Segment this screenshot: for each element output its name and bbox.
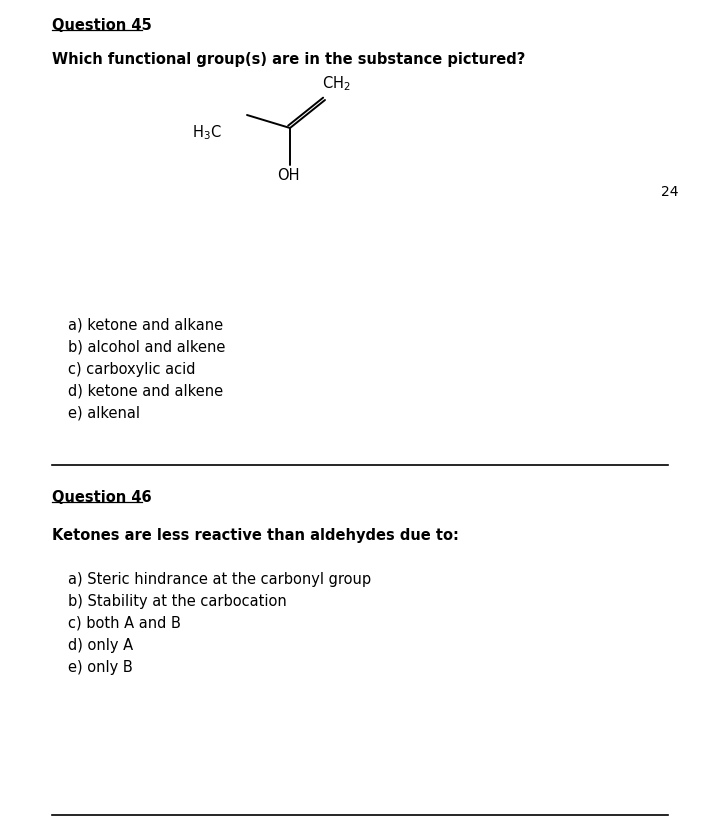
Text: Ketones are less reactive than aldehydes due to:: Ketones are less reactive than aldehydes… (52, 528, 459, 543)
Text: d) only A: d) only A (68, 638, 133, 653)
Text: Which functional group(s) are in the substance pictured?: Which functional group(s) are in the sub… (52, 52, 526, 67)
Text: Question 45: Question 45 (52, 18, 152, 33)
Text: b) Stability at the carbocation: b) Stability at the carbocation (68, 594, 287, 609)
Text: a) Steric hindrance at the carbonyl group: a) Steric hindrance at the carbonyl grou… (68, 572, 371, 587)
Text: Question 46: Question 46 (52, 490, 152, 505)
Text: CH$_2$: CH$_2$ (322, 75, 351, 93)
Text: b) alcohol and alkene: b) alcohol and alkene (68, 340, 225, 355)
Text: c) carboxylic acid: c) carboxylic acid (68, 362, 196, 377)
Text: d) ketone and alkene: d) ketone and alkene (68, 384, 223, 399)
Text: OH: OH (277, 168, 300, 183)
Text: c) both A and B: c) both A and B (68, 616, 181, 631)
Text: H$_3$C: H$_3$C (192, 124, 222, 143)
Text: 24: 24 (661, 185, 678, 199)
Text: a) ketone and alkane: a) ketone and alkane (68, 318, 223, 333)
Text: e) alkenal: e) alkenal (68, 406, 140, 421)
Text: e) only B: e) only B (68, 660, 132, 675)
